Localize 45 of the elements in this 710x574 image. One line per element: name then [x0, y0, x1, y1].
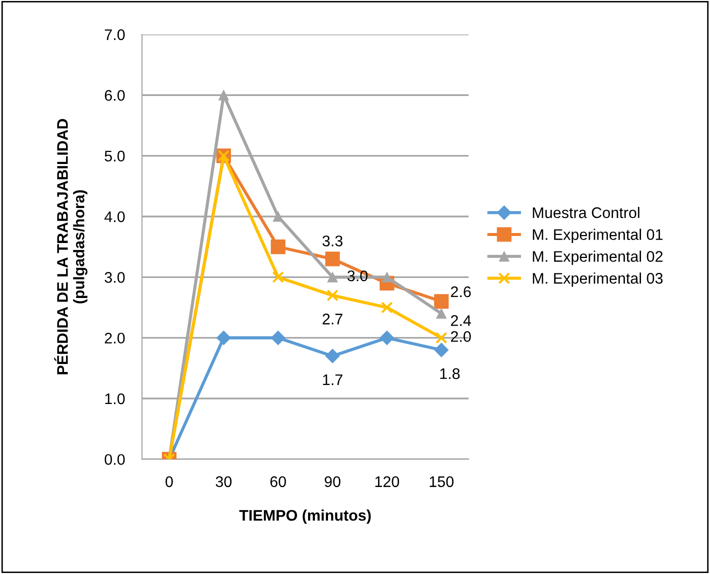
data-label: 2.4 — [450, 315, 471, 326]
point — [272, 271, 284, 284]
x-tick-label: 150 — [430, 476, 454, 488]
point — [272, 211, 284, 222]
point — [326, 289, 338, 302]
data-label: 2.7 — [322, 314, 342, 324]
point — [216, 330, 231, 346]
point — [325, 348, 340, 364]
point — [434, 342, 449, 358]
x-tick-label: 120 — [375, 476, 400, 488]
x-axis-title: TIEMPO (minutos) — [239, 510, 371, 524]
x-tick-label: 0 — [166, 476, 173, 488]
y-tick-label: 3.0 — [104, 272, 125, 283]
point — [381, 302, 393, 314]
point — [270, 240, 286, 254]
point — [218, 90, 229, 100]
data-label: 2.6 — [450, 286, 471, 298]
legend-label: Muestra Control — [532, 206, 640, 218]
y-tick-label: 2.0 — [104, 332, 125, 344]
x-tick-label: 90 — [324, 476, 340, 488]
y-tick-label: 0.0 — [104, 454, 125, 465]
y-tick-label: 1.0 — [105, 393, 125, 404]
y-tick-label: 4.0 — [104, 211, 125, 222]
point — [325, 252, 340, 266]
point — [436, 308, 447, 319]
data-label: 2.0 — [450, 331, 471, 342]
y-tick-label: 6.0 — [104, 90, 125, 101]
y-axis-title: PÉRDIDA DE LA TRABAJABILIDAD (pulgadas/hora) — [54, 119, 88, 374]
x-tick-label: 60 — [270, 476, 286, 488]
legend-label: M. Experimental 03 — [532, 272, 663, 287]
point — [380, 330, 394, 346]
point — [270, 330, 286, 346]
data-label: 3.0 — [347, 270, 368, 282]
point — [434, 294, 449, 309]
y-tick-label: 7.0 — [104, 29, 125, 40]
y-tick-label: 5.0 — [104, 150, 125, 162]
point — [327, 272, 338, 282]
legend-label: M. Experimental 01 — [532, 228, 663, 243]
data-label: 3.3 — [322, 236, 342, 246]
data-label: 1.8 — [440, 368, 460, 380]
data-label: 1.7 — [323, 374, 342, 385]
point — [382, 272, 392, 282]
point — [435, 332, 448, 344]
x-tick-label: 30 — [216, 476, 232, 488]
legend-label: M. Experimental 02 — [532, 250, 663, 265]
